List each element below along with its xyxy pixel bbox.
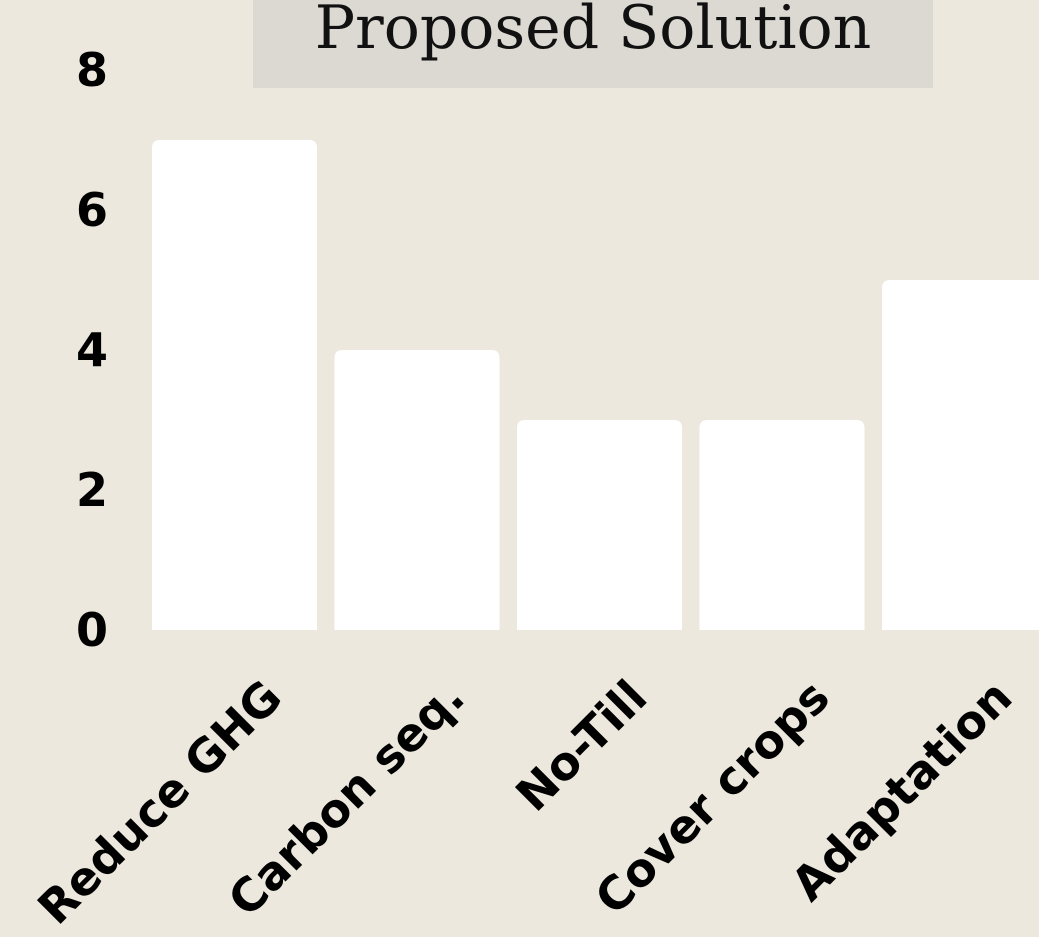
bar-carbon-seq [334, 350, 500, 630]
y-tick-label: 8 [76, 43, 108, 97]
y-tick-label: 0 [76, 603, 108, 657]
bar-cover-crops [699, 420, 865, 630]
y-tick-label: 6 [76, 183, 108, 237]
y-tick-label: 2 [76, 463, 108, 517]
bar-reduce-ghg [152, 140, 317, 630]
x-tick-label: No-Till [505, 670, 657, 822]
y-tick-label: 4 [76, 323, 108, 377]
bar-adaptation [882, 280, 1039, 630]
chart-title: Proposed Solution [314, 0, 872, 63]
bar-no-till [517, 420, 682, 630]
chart-title-box: Proposed Solution [253, 0, 933, 88]
